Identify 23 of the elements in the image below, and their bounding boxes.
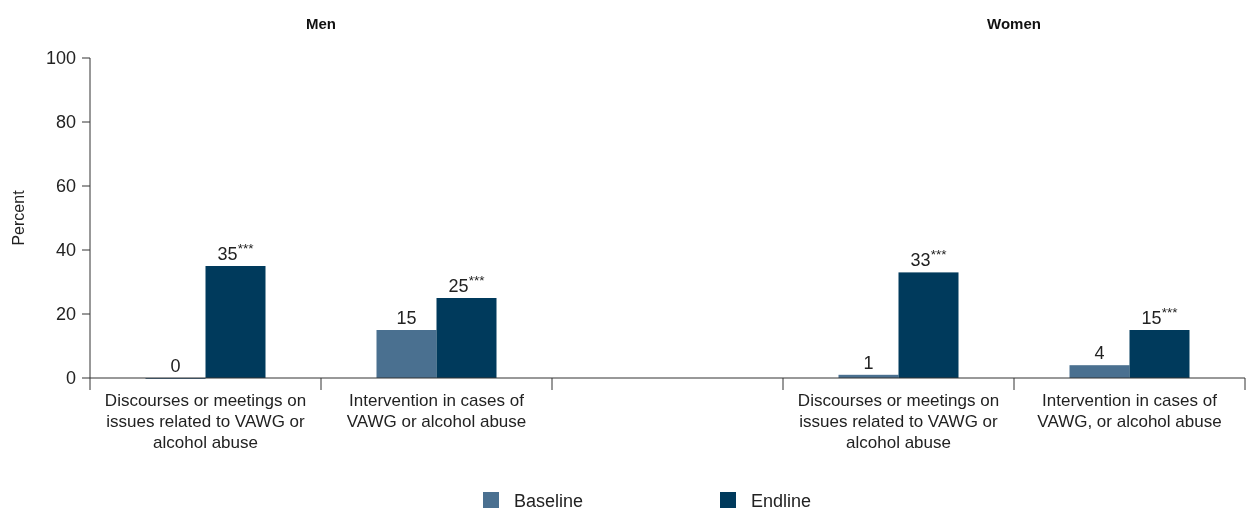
y-tick-label: 60 [55, 176, 76, 197]
data-label: 33$^{***}$ [910, 246, 948, 271]
legend-label: Endline [751, 491, 812, 510]
data-label: 1 [863, 352, 874, 373]
data-label: 25$^{***}$ [448, 272, 486, 296]
text: Women [987, 15, 1041, 32]
x-tick-label: Intervention in cases of VAWG, or alcohol abuse [1037, 391, 1222, 431]
y-tick-label: 0 [65, 368, 76, 389]
text: Men [306, 15, 336, 32]
data-label: 4 [1094, 343, 1105, 364]
data-label: 35$^{***}$ [217, 240, 255, 264]
y-tick-label: 20 [55, 304, 76, 325]
legend-label: Baseline [514, 491, 584, 510]
data-label: 15$^{***}$ [1141, 304, 1179, 328]
data-label: 0 [170, 356, 181, 376]
y-tick-label: 100 [45, 48, 76, 69]
x-tick-label: Discourses or meetings on issues related to VAWG or alcohol abuse [797, 391, 1000, 452]
y-tick-label: 40 [55, 240, 76, 261]
y-axis-title: Percent [10, 189, 27, 246]
x-tick-label: Discourses or meetings on issues related to VAWG or alcohol abuse [104, 391, 307, 452]
y-tick-label: 80 [55, 112, 76, 133]
x-tick-label: Intervention in cases of VAWG or alcohol abuse [346, 391, 527, 431]
data-label: 15 [396, 308, 417, 328]
